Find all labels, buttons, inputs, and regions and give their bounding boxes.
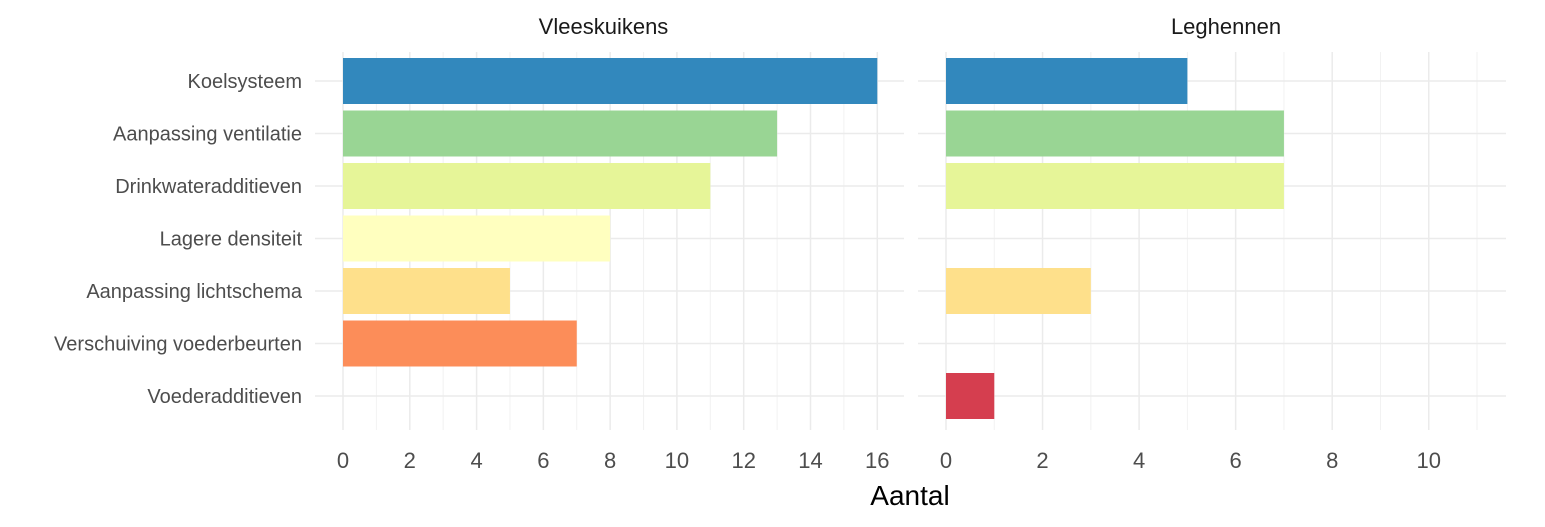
bar-vleeskuikens-3: [343, 215, 611, 262]
x-tick-label: 6: [537, 448, 549, 473]
x-tick-label: 12: [731, 448, 755, 473]
x-tick-label: 16: [865, 448, 889, 473]
category-label: Voederadditieven: [147, 386, 302, 408]
category-label: Verschuiving voederbeurten: [54, 334, 302, 356]
category-label: Aanpassing lichtschema: [86, 281, 303, 303]
bar-leghennen-6: [946, 373, 995, 419]
bar-vleeskuikens-2: [343, 163, 711, 209]
category-label: Aanpassing ventilatie: [113, 124, 302, 146]
x-tick-label: 4: [470, 448, 482, 473]
bar-vleeskuikens-5: [343, 320, 577, 367]
x-tick-label: 10: [665, 448, 689, 473]
panel-vleeskuikens: 0 2 4 6 8 10 12 14 16 Vleeskuikens: [315, 14, 904, 473]
bar-leghennen-1: [946, 110, 1284, 157]
x-tick-label: 2: [1036, 448, 1048, 473]
bar-vleeskuikens-4: [343, 268, 510, 314]
facet-title: Leghennen: [1171, 14, 1281, 39]
x-tick-label: 2: [404, 448, 416, 473]
x-tick-label: 14: [798, 448, 822, 473]
bar-vleeskuikens-1: [343, 110, 778, 157]
bar-leghennen-2: [946, 163, 1284, 209]
category-label: Drinkwateradditieven: [115, 176, 302, 198]
bar-leghennen-0: [946, 58, 1188, 104]
x-axis-title: Aantal: [870, 480, 949, 511]
x-tick-label: 6: [1230, 448, 1242, 473]
category-label: Koelsysteem: [188, 71, 303, 93]
x-tick-label: 10: [1417, 448, 1441, 473]
y-axis-labels: Koelsysteem Aanpassing ventilatie Drinkwat…: [54, 71, 303, 408]
bar-leghennen-4: [946, 268, 1091, 314]
category-label: Lagere densiteit: [160, 229, 303, 251]
panel-leghennen: 0 2 4 6 8 10 Leghennen: [918, 14, 1506, 473]
x-tick-label: 0: [940, 448, 952, 473]
x-tick-label: 8: [1326, 448, 1338, 473]
facet-title: Vleeskuikens: [539, 14, 669, 39]
x-tick-label: 8: [604, 448, 616, 473]
x-tick-label: 4: [1133, 448, 1145, 473]
bar-vleeskuikens-0: [343, 58, 878, 104]
x-tick-label: 0: [337, 448, 349, 473]
